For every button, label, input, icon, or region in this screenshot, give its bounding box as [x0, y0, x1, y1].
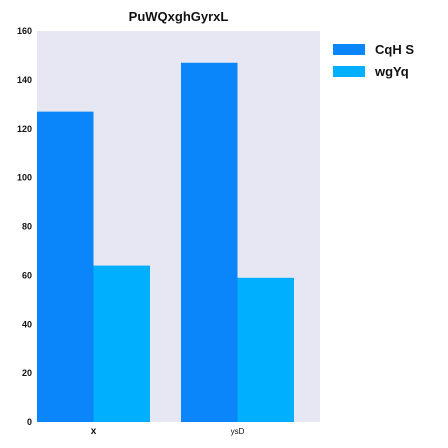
x-tick-label: x — [91, 426, 97, 437]
legend-label: CqH S — [375, 42, 414, 57]
y-tick-label: 0 — [27, 417, 32, 427]
y-tick-label: 160 — [17, 26, 32, 36]
chart-title: PuWQxghGyrxL — [129, 9, 229, 24]
legend: CqH S wgYq — [333, 42, 414, 79]
bar — [237, 277, 294, 422]
y-tick-label: 40 — [22, 319, 32, 329]
y-tick-label: 100 — [17, 173, 32, 183]
y-tick-label: 60 — [22, 270, 32, 280]
bar — [93, 265, 150, 422]
y-tick-label: 120 — [17, 124, 32, 134]
legend-swatch — [333, 66, 365, 77]
x-axis-ticks: x ysD — [91, 426, 245, 437]
legend-label: wgYq — [374, 64, 409, 79]
bar — [37, 111, 94, 423]
y-axis-ticks: 0 20 40 60 80 100 120 140 160 — [17, 26, 32, 427]
y-tick-label: 140 — [17, 75, 32, 85]
bars — [37, 62, 294, 423]
y-tick-label: 80 — [22, 222, 32, 232]
bar — [181, 62, 238, 423]
y-tick-label: 20 — [22, 368, 32, 378]
x-tick-label: ysD — [231, 427, 245, 436]
legend-swatch — [333, 44, 365, 55]
